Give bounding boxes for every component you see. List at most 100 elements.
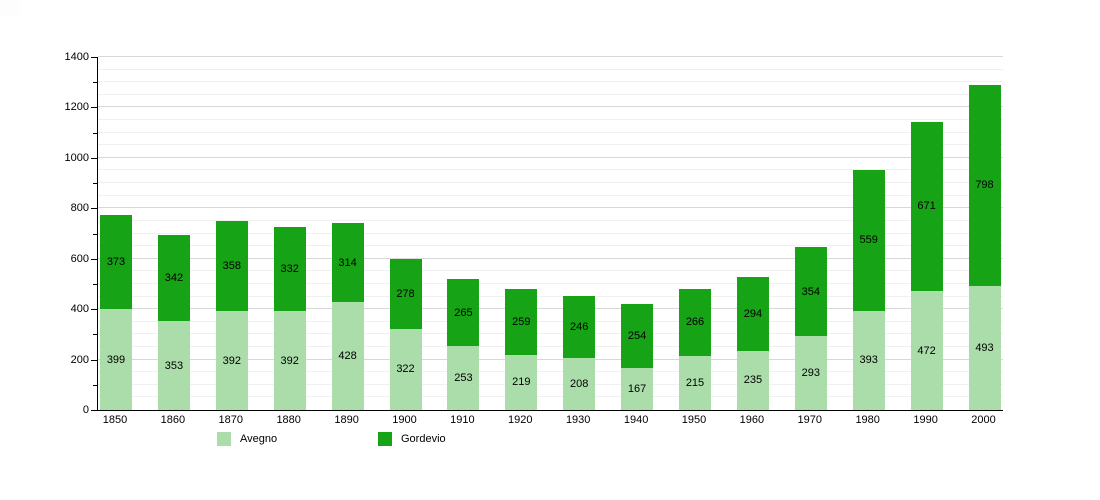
bar-value-label: 798 (975, 179, 994, 192)
bar-value-label: 493 (975, 341, 994, 354)
bar-segment-gordevio-1950: 266 (679, 288, 711, 356)
bar-value-label: 215 (685, 376, 705, 389)
bar-value-label: 219 (512, 376, 531, 389)
y-axis-tick (93, 283, 97, 285)
gridline (98, 119, 1003, 121)
y-axis-label: 0 (82, 404, 89, 416)
gridline (98, 320, 1003, 322)
bar-segment-avegno-1950: 215 (679, 355, 711, 410)
bar-segment-gordevio-1880: 332 (273, 227, 306, 312)
x-axis-label: 1850 (102, 414, 128, 426)
gridline (98, 207, 1003, 209)
bar-value-label: 167 (627, 382, 647, 395)
bar-segment-avegno-1960: 235 (736, 350, 769, 410)
x-axis-label: 1930 (565, 414, 591, 426)
bar-value-label: 392 (280, 354, 299, 367)
y-axis-tick (93, 233, 97, 235)
bar-value-label: 428 (338, 350, 357, 363)
y-axis-tick (91, 309, 97, 311)
bar-segment-avegno-1910: 253 (447, 346, 480, 410)
bar-value-label: 342 (164, 271, 184, 284)
x-axis-label: 1990 (913, 414, 938, 426)
gridline (98, 270, 1003, 272)
gridline (98, 106, 1003, 108)
gridline (98, 81, 1003, 83)
bar-segment-avegno-1860: 353 (157, 321, 190, 410)
x-axis-label: 1880 (276, 414, 301, 426)
gridline (98, 295, 1003, 297)
bar-value-label: 354 (801, 285, 820, 298)
corner-artifact (0, 0, 20, 15)
bar-segment-gordevio-1980: 559 (852, 169, 885, 311)
bar-value-label: 259 (512, 316, 531, 329)
x-axis-label: 1890 (334, 414, 359, 426)
x-axis-label: 1920 (508, 414, 533, 426)
bar-segment-gordevio-1940: 254 (621, 303, 654, 368)
x-axis-label: 1970 (797, 414, 823, 426)
y-axis-label: 1000 (64, 151, 89, 164)
bar-value-label: 392 (222, 354, 241, 367)
bar-value-label: 472 (917, 344, 936, 357)
bar-value-label: 314 (338, 256, 357, 269)
gridline (98, 156, 1003, 158)
bar-value-label: 266 (685, 316, 705, 329)
gridline (98, 68, 1003, 70)
bar-segment-avegno-1930: 208 (563, 357, 596, 410)
bar-value-label: 265 (454, 306, 473, 319)
bar-segment-gordevio-1870: 358 (215, 220, 248, 312)
y-axis-tick (91, 359, 97, 361)
bar-value-label: 373 (106, 256, 126, 269)
bar-value-label: 399 (106, 353, 126, 366)
bar-segment-gordevio-1920: 259 (505, 289, 538, 355)
gridline (98, 194, 1003, 196)
gridline (98, 333, 1003, 335)
bar-segment-gordevio-1910: 265 (447, 279, 480, 347)
gridline (98, 358, 1003, 360)
bar-segment-gordevio-1930: 246 (563, 295, 596, 358)
bar-value-label: 358 (222, 260, 241, 273)
x-axis-label: 1960 (739, 414, 765, 426)
bar-segment-avegno-1980: 393 (852, 310, 885, 410)
gridline (98, 56, 1003, 57)
bar-segment-gordevio-1970: 354 (794, 246, 827, 337)
bar-segment-avegno-1850: 399 (100, 309, 132, 410)
plot-area: 399 373 353 342 392 358 392 332 428 314 322 278 253 2… (97, 56, 1003, 411)
avegno-legend-swatch (217, 431, 231, 446)
x-axis-label: 2000 (971, 414, 996, 426)
gordevio-legend-swatch (378, 431, 392, 446)
bar-value-label: 393 (859, 354, 878, 367)
bar-value-label: 278 (396, 287, 415, 300)
bar-value-label: 559 (859, 234, 878, 247)
bar-value-label: 208 (570, 377, 589, 390)
gridline (98, 232, 1003, 234)
x-axis-label: 1940 (623, 414, 649, 426)
bar-value-label: 322 (396, 363, 415, 376)
y-axis-label: 800 (70, 202, 89, 215)
y-axis-label: 200 (70, 353, 89, 366)
legend-item-avegno: Avegno (217, 431, 277, 446)
y-axis-label: 1400 (64, 51, 89, 63)
bar-value-label: 294 (743, 307, 763, 320)
avegno-legend-label: Avegno (240, 432, 278, 445)
y-axis-tick (93, 82, 97, 84)
bar-segment-avegno-2000: 493 (968, 285, 1001, 410)
bar-segment-gordevio-1850: 373 (100, 215, 132, 310)
bar-value-label: 332 (280, 263, 299, 276)
gridline (98, 383, 1003, 385)
x-axis-label: 1870 (218, 414, 244, 426)
bar-segment-gordevio-1960: 294 (736, 276, 769, 351)
bar-value-label: 671 (917, 200, 936, 213)
bar-segment-avegno-1890: 428 (331, 302, 364, 410)
x-axis-label: 1950 (681, 414, 707, 426)
legend-item-gordevio: Gordevio (378, 431, 446, 446)
gridline (98, 308, 1003, 310)
gridline (98, 257, 1003, 259)
bar-segment-avegno-1940: 167 (621, 367, 654, 410)
bar-segment-avegno-1970: 293 (794, 336, 827, 410)
bar-value-label: 353 (164, 359, 184, 372)
gordevio-legend-label: Gordevio (401, 432, 446, 445)
y-axis-tick (93, 132, 97, 134)
y-axis-label: 1200 (64, 101, 89, 114)
bar-value-label: 246 (570, 320, 589, 333)
